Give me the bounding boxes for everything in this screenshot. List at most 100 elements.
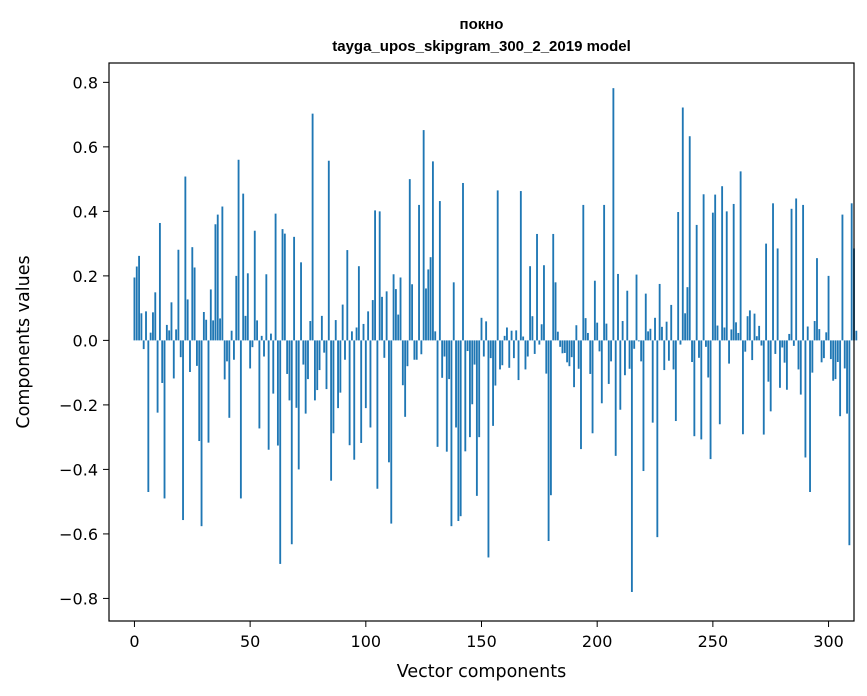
bar bbox=[522, 336, 525, 341]
bar bbox=[378, 211, 381, 341]
bar bbox=[230, 330, 233, 341]
bar bbox=[836, 340, 839, 362]
bar bbox=[846, 340, 848, 414]
bar bbox=[408, 179, 411, 341]
bar bbox=[665, 321, 668, 341]
bar bbox=[758, 325, 761, 341]
bar bbox=[443, 340, 446, 357]
bar bbox=[654, 317, 656, 341]
bar bbox=[341, 304, 344, 341]
bar bbox=[850, 203, 853, 341]
bar bbox=[515, 330, 518, 341]
bar bbox=[790, 208, 793, 341]
bar bbox=[746, 316, 749, 341]
bar bbox=[165, 324, 168, 341]
bar bbox=[559, 340, 562, 347]
bar bbox=[323, 340, 326, 353]
bar bbox=[772, 203, 774, 341]
bar bbox=[674, 340, 677, 422]
bar bbox=[489, 340, 492, 359]
bar bbox=[450, 340, 453, 527]
bar bbox=[582, 204, 585, 341]
bar bbox=[184, 176, 187, 341]
bar bbox=[186, 299, 189, 341]
bar bbox=[591, 340, 594, 434]
bar bbox=[351, 331, 353, 341]
bar bbox=[496, 190, 499, 341]
bar bbox=[510, 330, 513, 341]
bar bbox=[406, 340, 409, 367]
chart-title: покно bbox=[460, 16, 504, 33]
bar bbox=[725, 211, 728, 341]
bar bbox=[656, 340, 659, 538]
bar bbox=[135, 266, 138, 341]
bar bbox=[193, 267, 196, 341]
bar bbox=[149, 332, 152, 341]
bar bbox=[198, 340, 201, 442]
bar bbox=[721, 186, 724, 341]
bar bbox=[519, 191, 522, 341]
bar bbox=[191, 247, 194, 341]
bar bbox=[718, 340, 721, 425]
bar bbox=[536, 233, 538, 341]
y-axis-label: Components values bbox=[14, 255, 34, 428]
bar bbox=[425, 288, 427, 341]
bar bbox=[429, 257, 432, 341]
bar bbox=[452, 282, 455, 341]
bar bbox=[394, 289, 397, 341]
bar bbox=[133, 277, 136, 341]
bar bbox=[762, 340, 765, 435]
bar bbox=[265, 274, 268, 341]
bar bbox=[700, 340, 703, 440]
bar bbox=[834, 340, 837, 380]
bar bbox=[667, 340, 670, 361]
bar bbox=[503, 335, 506, 341]
bar bbox=[276, 340, 279, 446]
bar bbox=[774, 340, 777, 354]
bar bbox=[404, 340, 407, 417]
bar bbox=[253, 230, 256, 341]
bar bbox=[272, 340, 275, 394]
x-axis-ticks: 0 50 100 150 200 250 300 bbox=[129, 621, 844, 651]
bar bbox=[202, 312, 205, 341]
bar bbox=[462, 182, 464, 341]
bar bbox=[795, 198, 798, 341]
bar bbox=[228, 340, 231, 418]
bar bbox=[617, 273, 619, 341]
y-tick-label: 0.8 bbox=[73, 73, 98, 92]
bar bbox=[293, 236, 296, 341]
bar bbox=[526, 340, 529, 357]
bar bbox=[753, 313, 756, 341]
bar bbox=[783, 340, 786, 363]
bar bbox=[170, 302, 173, 341]
bar bbox=[767, 340, 770, 382]
bar bbox=[568, 340, 571, 367]
bar bbox=[705, 340, 707, 347]
bar bbox=[207, 340, 210, 443]
bar bbox=[570, 340, 573, 358]
bar bbox=[438, 201, 441, 341]
bar bbox=[189, 340, 191, 372]
bar bbox=[730, 329, 733, 341]
bar bbox=[466, 340, 469, 352]
bar bbox=[707, 340, 710, 378]
bar bbox=[304, 340, 307, 414]
bar bbox=[357, 266, 360, 341]
bar bbox=[286, 340, 289, 374]
x-tick-label: 300 bbox=[813, 632, 844, 651]
bar bbox=[274, 213, 277, 341]
bar bbox=[263, 340, 265, 357]
bar bbox=[158, 222, 161, 341]
bar bbox=[635, 274, 638, 341]
bar bbox=[755, 336, 758, 341]
bar bbox=[364, 340, 367, 409]
bar bbox=[367, 311, 370, 341]
bar bbox=[325, 340, 328, 390]
bar bbox=[147, 340, 150, 492]
bar bbox=[577, 340, 580, 369]
bar bbox=[552, 233, 555, 341]
bar bbox=[179, 340, 182, 358]
bar bbox=[307, 340, 309, 380]
bar bbox=[769, 340, 772, 412]
bar bbox=[494, 340, 497, 386]
